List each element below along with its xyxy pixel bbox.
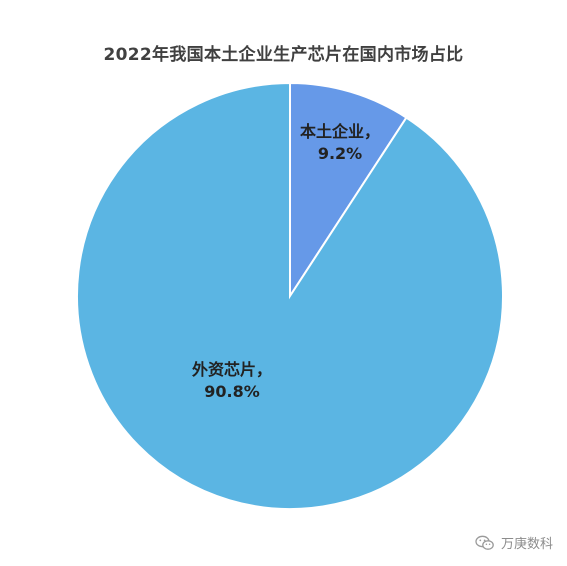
watermark: 万庚数科	[475, 533, 553, 552]
pie-slice-2	[76, 81, 504, 510]
slice-label-2: 外资芯片， 90.8%	[191, 360, 272, 401]
watermark-text: 万庚数科	[500, 537, 553, 552]
slice-label-1: 本土企业， 9.2%	[300, 122, 380, 163]
chart-title: 2022年我国本土企业生产芯片在国内市场占比	[103, 45, 464, 65]
wechat-icon	[475, 535, 494, 550]
pie-slice-1	[289, 81, 408, 300]
